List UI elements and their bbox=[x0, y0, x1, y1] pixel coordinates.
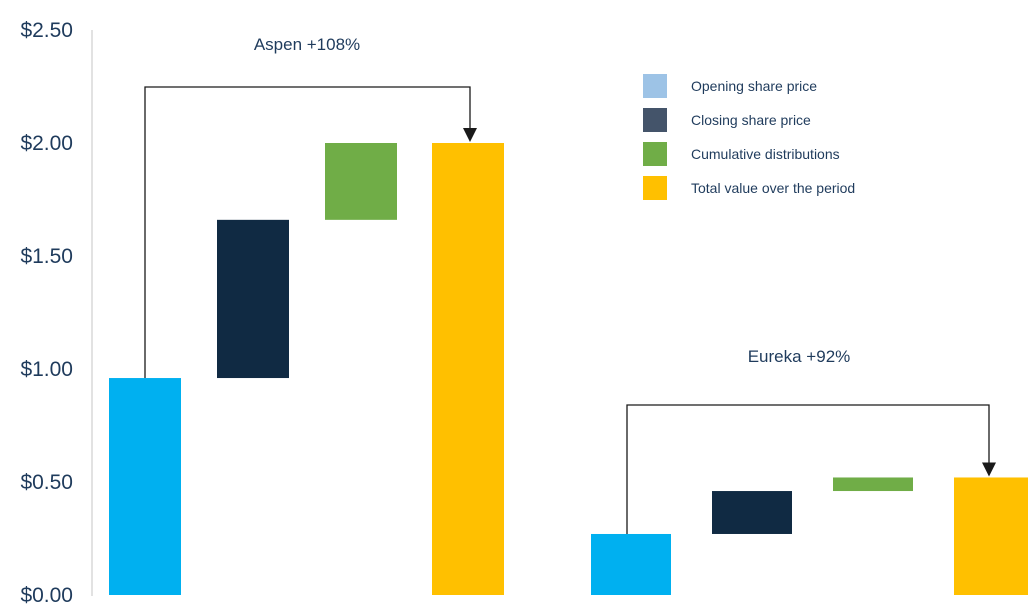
arrowhead-icon bbox=[982, 462, 996, 477]
aspen-growth-bracket bbox=[144, 86, 471, 379]
y-tick-label: $0.00 bbox=[20, 584, 73, 604]
y-tick-label: $0.50 bbox=[20, 471, 73, 494]
aspen-distributions-bar bbox=[325, 143, 397, 220]
legend-label: Cumulative distributions bbox=[691, 146, 840, 162]
eureka-growth-label: Eureka +92% bbox=[748, 347, 851, 366]
eureka-total-bar bbox=[954, 477, 1028, 595]
legend-swatch bbox=[643, 176, 667, 200]
aspen-closing-bar bbox=[217, 219, 289, 379]
y-tick-label: $2.00 bbox=[20, 132, 73, 155]
legend-swatch bbox=[643, 74, 667, 98]
legend-swatch bbox=[643, 142, 667, 166]
y-tick-label: $1.50 bbox=[20, 245, 73, 268]
eureka-distributions-bar bbox=[833, 477, 913, 492]
aspen-total-bar bbox=[432, 143, 504, 595]
y-tick-label: $2.50 bbox=[20, 19, 73, 42]
eureka-growth-bracket bbox=[626, 404, 990, 534]
annotations: Aspen +108% Eureka +92% bbox=[144, 35, 996, 534]
arrowhead-icon bbox=[463, 128, 477, 142]
y-tick-label: $1.00 bbox=[20, 358, 73, 381]
legend-label: Opening share price bbox=[691, 78, 817, 94]
y-axis-ticks: $0.00 $0.50 $1.00 $1.50 $2.00 $2.50 bbox=[20, 19, 73, 604]
legend-swatch bbox=[643, 108, 667, 132]
legend-label: Closing share price bbox=[691, 112, 811, 128]
eureka-opening-bar bbox=[591, 533, 671, 595]
aspen-opening-bar bbox=[109, 378, 181, 595]
aspen-growth-label: Aspen +108% bbox=[254, 35, 360, 54]
legend-label: Total value over the period bbox=[691, 180, 855, 196]
bars bbox=[109, 143, 1028, 595]
eureka-closing-bar bbox=[712, 491, 792, 534]
legend: Opening share price Closing share price Cu… bbox=[643, 74, 855, 200]
